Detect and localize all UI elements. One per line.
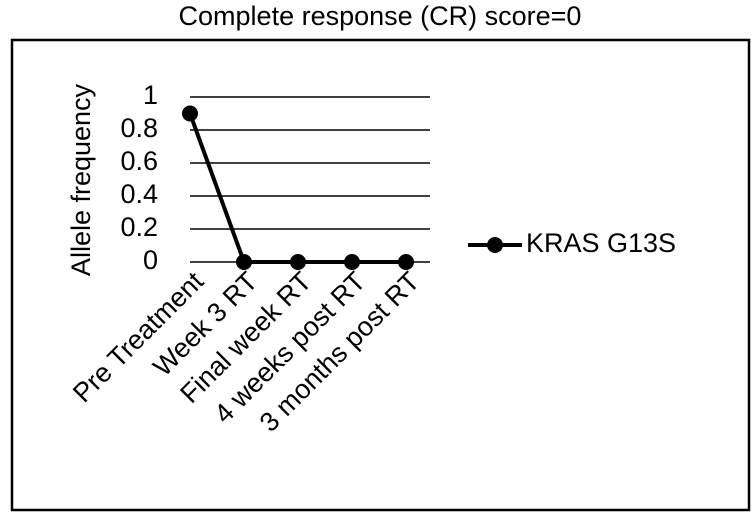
frame bbox=[10, 38, 751, 512]
y-tick-label: 0.8 bbox=[120, 113, 158, 143]
y-tick-label: 0 bbox=[143, 245, 158, 275]
y-tick-label: 0.2 bbox=[120, 212, 158, 242]
series-line bbox=[188, 112, 406, 264]
y-tick-label: 0.4 bbox=[120, 179, 158, 209]
chart-title: Complete response (CR) score=0 bbox=[179, 1, 582, 31]
point bbox=[182, 105, 198, 122]
y-tick-label: 0.6 bbox=[120, 146, 158, 176]
point bbox=[398, 254, 414, 270]
y-axis-label: Allele frequency bbox=[66, 83, 96, 276]
y-tick-label: 1 bbox=[143, 80, 158, 110]
legend-label: KRAS G13S bbox=[526, 228, 676, 258]
point bbox=[236, 254, 252, 270]
point bbox=[344, 254, 360, 270]
point bbox=[290, 254, 306, 270]
legend-marker bbox=[487, 237, 503, 253]
